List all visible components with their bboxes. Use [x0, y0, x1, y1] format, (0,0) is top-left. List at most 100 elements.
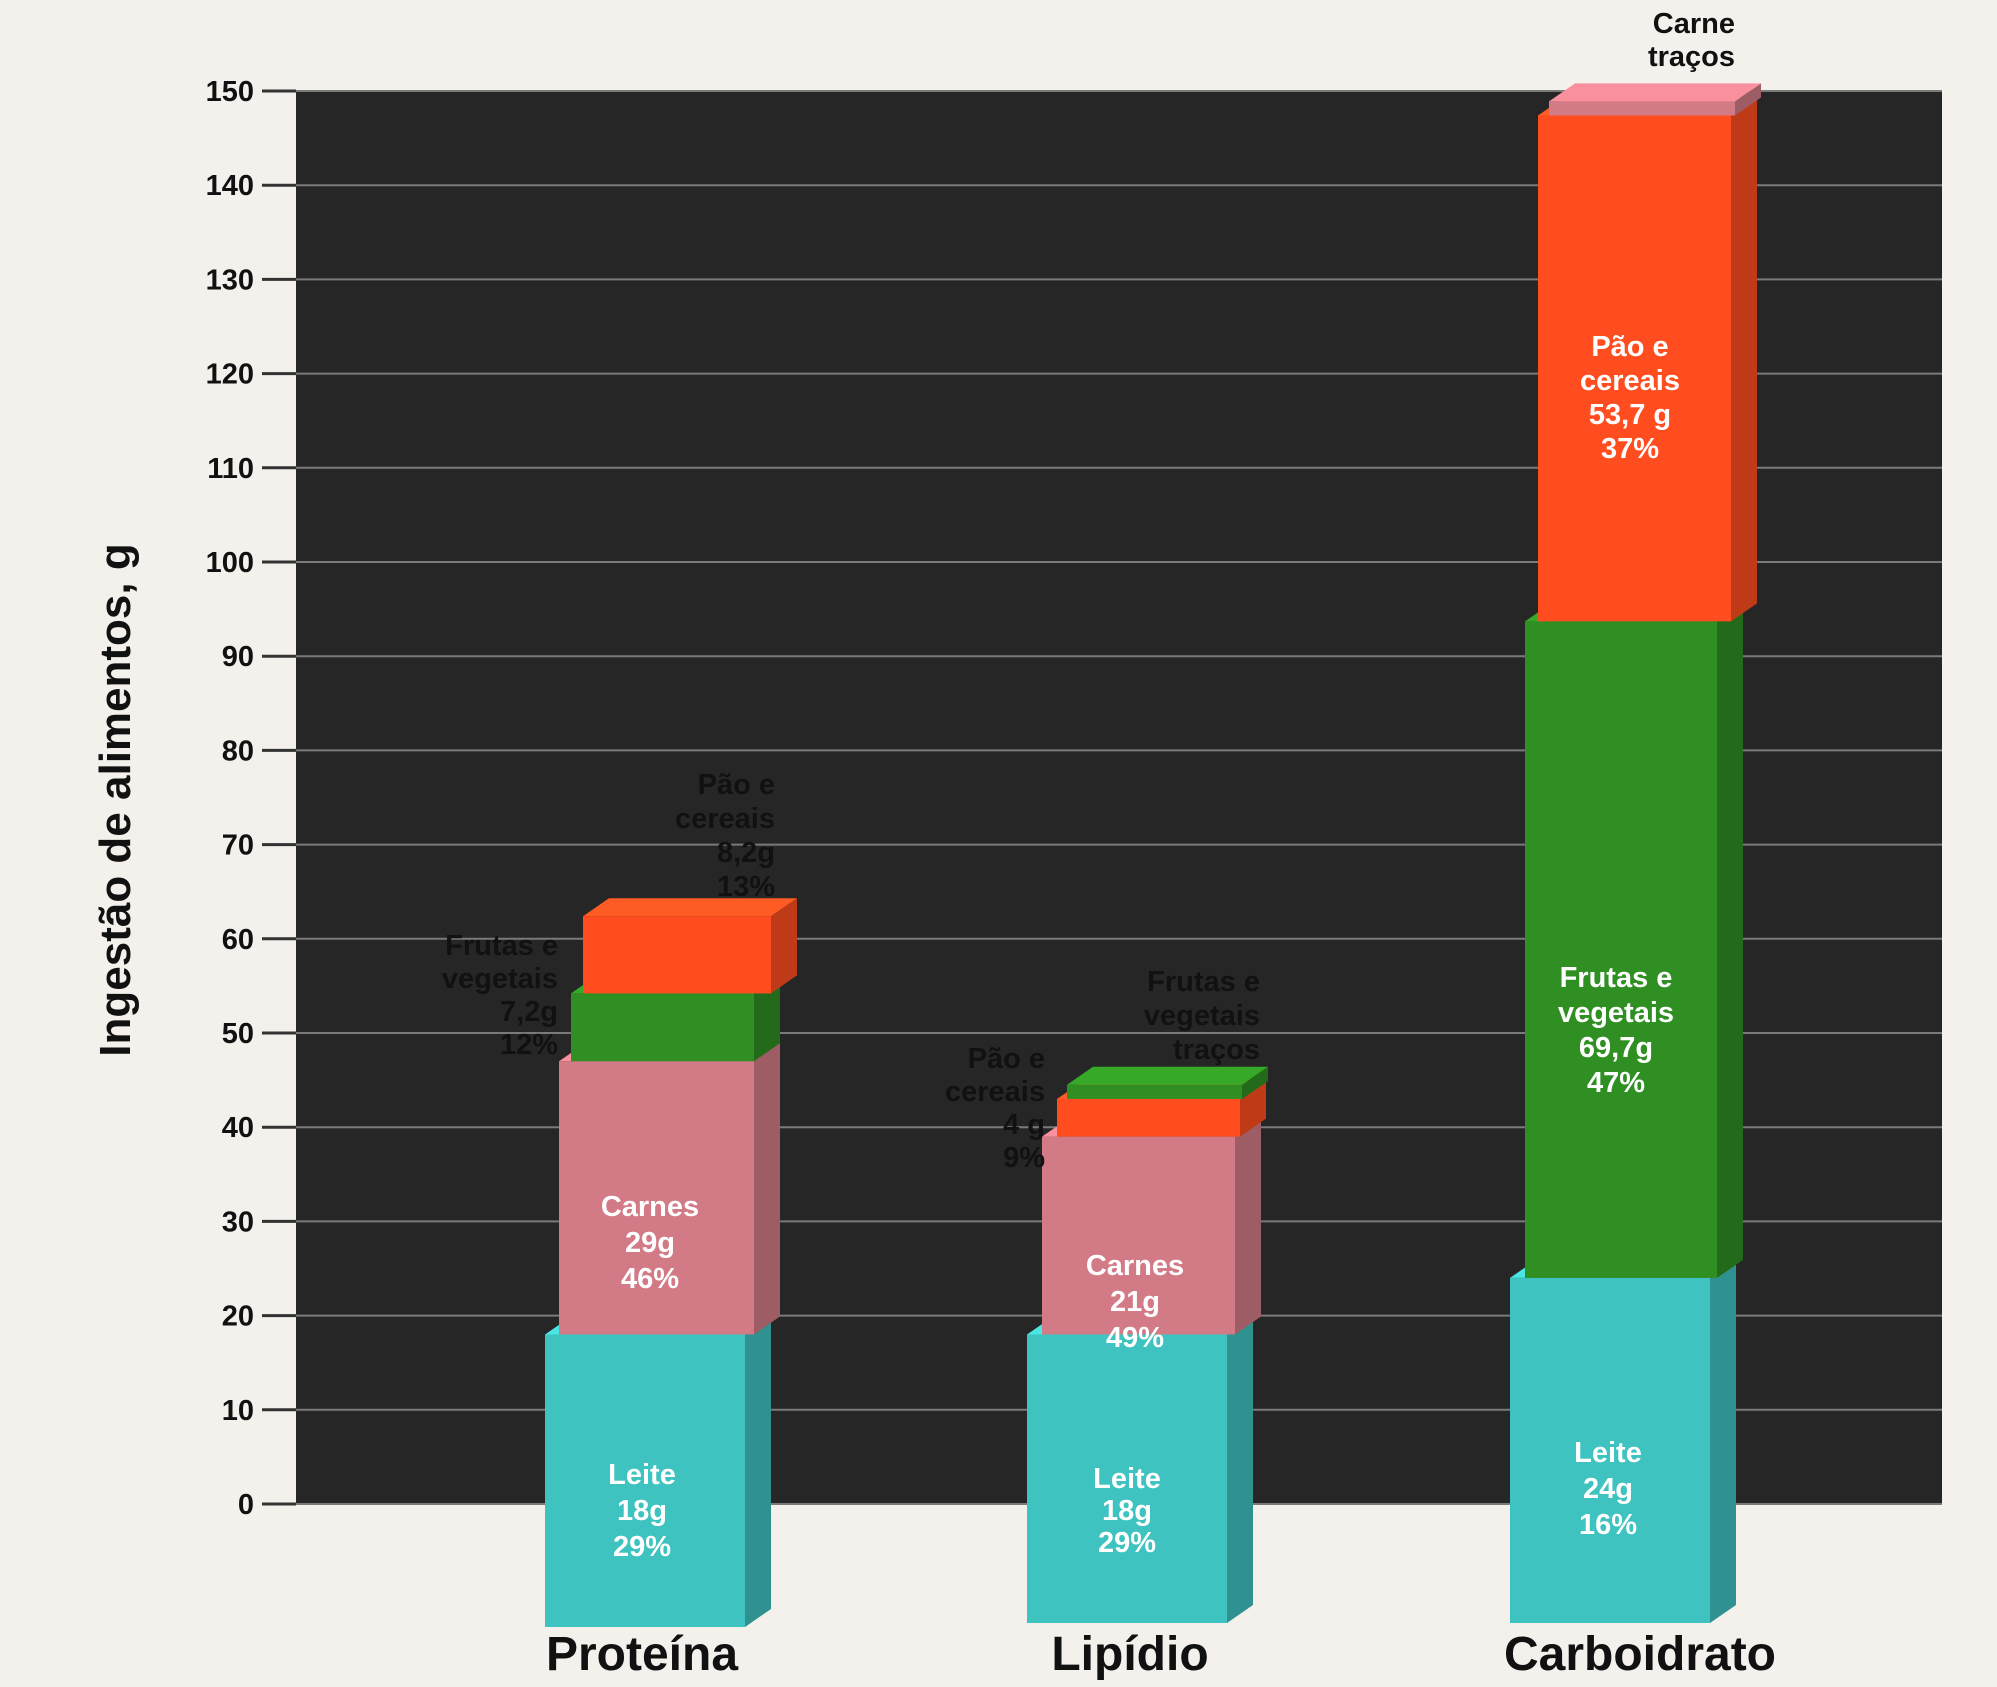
bar-Lipídio [1027, 1066, 1268, 1623]
bar-segment-front [1549, 101, 1735, 116]
y-tick-label: 130 [206, 264, 254, 296]
segment-label-line: 21g [1110, 1286, 1160, 1318]
bar-segment-top [1067, 1066, 1268, 1085]
bar-segment-front [1042, 1136, 1235, 1335]
segment-label-line: 29g [625, 1227, 675, 1259]
segment-label-line: traços [1648, 41, 1735, 73]
bar-segment-side [1735, 83, 1761, 116]
segment-label-line: 9% [1003, 1142, 1045, 1174]
bars [545, 83, 1761, 1627]
bar-segment-side [1235, 1118, 1261, 1335]
segment-label-line: 53,7 g [1589, 399, 1671, 431]
segment-label-line: Pão e [1591, 331, 1668, 363]
category-label: Lipídio [1051, 1628, 1208, 1681]
bar-segment-front [1538, 115, 1731, 622]
segment-label-line: 7,2g [500, 996, 558, 1028]
y-tick-label: 10 [222, 1395, 254, 1427]
segment-label-line: cereais [1580, 365, 1680, 397]
segment-label-line: cereais [945, 1076, 1045, 1108]
bar-segment [1027, 1316, 1253, 1623]
segment-label-line: 29% [613, 1531, 671, 1563]
bar-segment-top [1549, 83, 1761, 102]
segment-label-line: 18g [617, 1495, 667, 1527]
segment-label-line: cereais [675, 803, 775, 835]
bar-segment [583, 898, 797, 994]
y-tick-label: 90 [222, 641, 254, 673]
bar-segment-side [1242, 1066, 1268, 1099]
bar-Proteína [545, 898, 797, 1627]
bar-segment-front [583, 916, 771, 994]
y-tick-label: 0 [238, 1489, 254, 1521]
bar-segment-side [754, 975, 780, 1062]
bar-segment-front [1525, 621, 1717, 1278]
bar-segment [1525, 603, 1743, 1278]
bar-segment-front [1057, 1098, 1240, 1137]
segment-label: Carnes 29g 46% [601, 1191, 699, 1295]
y-tick-label: 150 [206, 76, 254, 108]
bar-segment-front [1510, 1277, 1710, 1623]
bar-segment-side [1731, 97, 1757, 622]
segment-label-line: 13% [717, 871, 775, 903]
segment-label-line: vegetais [1558, 997, 1674, 1029]
y-axis: 0 10 20 30 40 50 60 70 80 90 100 110 120 130 140 150 [206, 76, 296, 1521]
segment-label-line: Pão e [698, 769, 775, 801]
bar-segment [1067, 1066, 1268, 1099]
category-label: Carboidrato [1504, 1628, 1776, 1681]
segment-label-line: Carne [1653, 8, 1735, 40]
bar-segment-side [771, 898, 797, 994]
y-tick-label: 40 [222, 1112, 254, 1144]
segment-label-line: 16% [1579, 1509, 1637, 1541]
y-tick-label: 80 [222, 735, 254, 767]
segment-label-line: vegetais [1144, 1000, 1260, 1032]
bar-segment-front [571, 993, 754, 1062]
segment-label-line: Leite [1093, 1463, 1161, 1495]
segment-label-line: Leite [1574, 1437, 1642, 1469]
segment-label-line: Pão e [968, 1043, 1045, 1075]
bar-segment [1549, 83, 1761, 116]
y-tick-label: 30 [222, 1206, 254, 1238]
segment-label-line: 29% [1098, 1527, 1156, 1559]
segment-label-line: vegetais [442, 963, 558, 995]
y-tick-label: 110 [207, 453, 254, 485]
segment-label-line: Carnes [1086, 1250, 1184, 1282]
segment-label-line: 8,2g [717, 837, 775, 869]
bar-segment-side [1710, 1259, 1736, 1623]
segment-label-line: 12% [500, 1029, 558, 1061]
segment-label-line: 47% [1587, 1067, 1645, 1099]
bar-segment-front [545, 1334, 745, 1627]
bar-Carboidrato [1510, 83, 1761, 1623]
segment-label-line: 37% [1601, 433, 1659, 465]
bar-segment-side [1717, 603, 1743, 1278]
segment-label-line: 4 g [1003, 1109, 1045, 1141]
segment-label-line: 24g [1583, 1473, 1633, 1505]
segment-label-line: 49% [1106, 1322, 1164, 1354]
y-tick-label: 60 [222, 924, 254, 956]
segment-label-line: Frutas e [1560, 962, 1673, 994]
category-label: Proteína [546, 1628, 738, 1681]
segment-label: Carnes 21g 49% [1086, 1250, 1184, 1354]
segment-label-line: 46% [621, 1263, 679, 1295]
y-tick-label: 20 [222, 1301, 254, 1333]
bar-segment [1510, 1259, 1736, 1623]
segment-label-line: Frutas e [445, 930, 558, 962]
segment-label-line: Frutas e [1147, 966, 1260, 998]
segment-label-line: 69,7g [1579, 1032, 1653, 1064]
segment-label-line: traços [1173, 1034, 1260, 1066]
bar-segment [1538, 97, 1757, 622]
segment-label: Leite 24g 16% [1574, 1437, 1642, 1541]
bar-segment-top [583, 898, 797, 917]
y-axis-label: Ingestão de alimentos, g [91, 543, 140, 1056]
y-tick-label: 100 [206, 547, 254, 579]
bar-segment-side [754, 1043, 780, 1335]
category-labels: Proteína Lipídio Carboidrato [546, 1628, 1776, 1681]
bar-segment-side [1227, 1316, 1253, 1623]
